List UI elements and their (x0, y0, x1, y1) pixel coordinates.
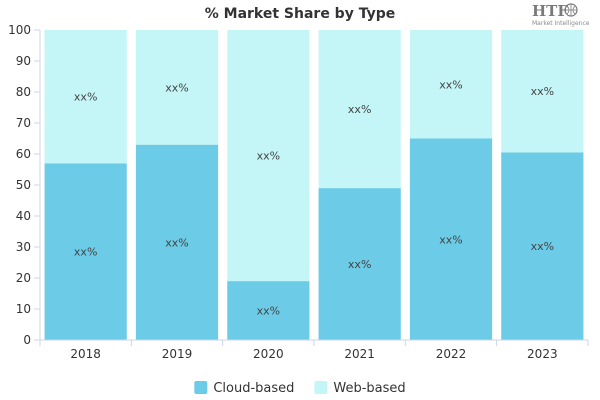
bar-web-based-2022 (409, 30, 493, 139)
legend-item-cloud-based[interactable]: Cloud-based (194, 381, 294, 396)
data-label-cloud-based-2023: xx% (531, 240, 554, 253)
y-tick-label-10: 10 (16, 302, 31, 316)
data-label-web-based-2020: xx% (257, 150, 280, 163)
bar-web-based-2023 (501, 30, 584, 153)
legend-label: Web-based (333, 381, 405, 396)
y-tick-label-20: 20 (16, 271, 31, 285)
x-tick-label-2021: 2021 (344, 347, 375, 361)
bar-web-based-2021 (318, 30, 401, 189)
bar-cloud-based-2020 (227, 281, 310, 340)
bar-cloud-based-2021 (318, 188, 401, 340)
x-tick-label-2019: 2019 (162, 347, 193, 361)
y-tick-label-90: 90 (16, 54, 31, 68)
data-label-cloud-based-2018: xx% (74, 246, 97, 259)
y-tick-label-60: 60 (16, 147, 31, 161)
data-label-web-based-2018: xx% (74, 91, 97, 104)
y-tick-label-70: 70 (16, 116, 31, 130)
legend-item-web-based[interactable]: Web-based (314, 381, 406, 396)
htf-logo: HTF Market Intelligence (532, 2, 590, 27)
x-tick-label-2022: 2022 (436, 347, 467, 361)
bar-cloud-based-2018 (44, 163, 127, 340)
logo-text: HTF (532, 2, 568, 20)
legend-swatch (314, 381, 328, 394)
legend-label: Cloud-based (213, 381, 294, 396)
data-label-cloud-based-2022: xx% (439, 233, 462, 246)
bar-cloud-based-2019 (135, 144, 219, 340)
bar-web-based-2018 (44, 30, 127, 164)
x-tick-label-2020: 2020 (253, 347, 284, 361)
data-label-cloud-based-2020: xx% (257, 305, 280, 318)
chart-title: % Market Share by Type (205, 6, 396, 22)
data-label-web-based-2019: xx% (165, 81, 188, 94)
bars-layer (44, 30, 584, 340)
data-label-cloud-based-2019: xx% (165, 236, 188, 249)
x-tick-label-2018: 2018 (70, 347, 101, 361)
y-tick-label-40: 40 (16, 209, 31, 223)
y-tick-label-0: 0 (23, 333, 31, 347)
x-tick-label-2023: 2023 (527, 347, 558, 361)
y-axis: 0 10 20 30 40 50 60 70 80 90 100 (8, 23, 41, 347)
logo-subtext: Market Intelligence (532, 20, 590, 27)
bar-cloud-based-2022 (409, 138, 493, 340)
legend: Cloud-based Web-based (194, 381, 406, 396)
x-axis: 2018 2019 2020 2021 2022 2023 (39, 339, 589, 361)
y-tick-label-80: 80 (16, 85, 31, 99)
data-label-web-based-2023: xx% (531, 85, 554, 98)
y-tick-label-30: 30 (16, 240, 31, 254)
data-labels-layer: xx% xx% xx% xx% xx% xx% xx% xx% xx% xx% xx% xx% (74, 78, 554, 317)
legend-swatch (194, 381, 208, 394)
y-tick-label-100: 100 (8, 23, 31, 37)
globe-icon-lines (565, 4, 577, 16)
bar-cloud-based-2023 (501, 152, 584, 340)
bar-web-based-2019 (135, 30, 219, 145)
bar-web-based-2020 (227, 30, 310, 282)
data-label-cloud-based-2021: xx% (348, 258, 371, 271)
y-tick-label-50: 50 (16, 178, 31, 192)
data-label-web-based-2022: xx% (439, 78, 462, 91)
data-label-web-based-2021: xx% (348, 103, 371, 116)
